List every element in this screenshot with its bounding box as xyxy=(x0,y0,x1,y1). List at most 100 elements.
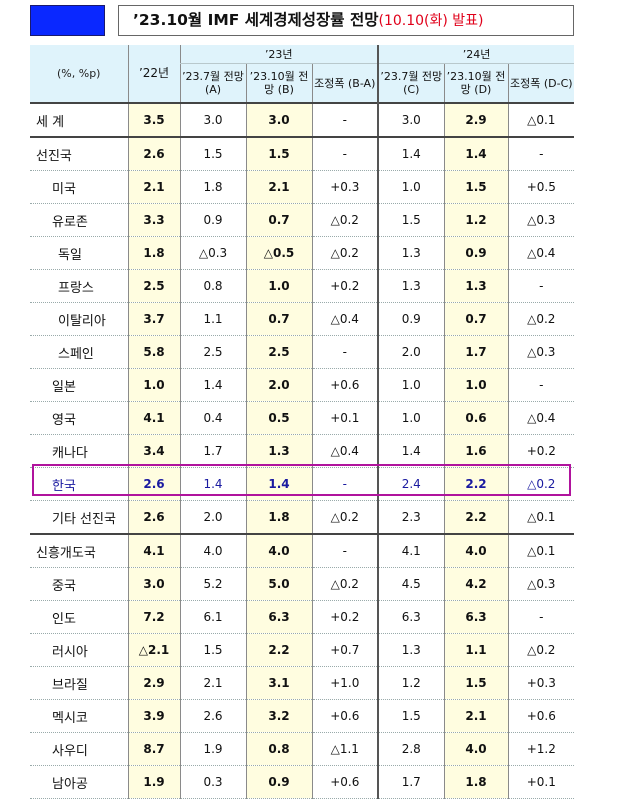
value-22: 7.2 xyxy=(127,600,180,634)
col-dc-header: 조정폭 (D-C) xyxy=(507,63,575,104)
value-22: 2.1 xyxy=(127,170,180,204)
adjust-23: △0.4 xyxy=(311,434,379,468)
adjust-24: △0.1 xyxy=(507,102,575,138)
value-24-jul: 1.3 xyxy=(377,633,445,667)
adjust-24: +0.5 xyxy=(507,170,575,204)
value-24-jul: 1.3 xyxy=(377,236,445,270)
value-24-jul: 1.7 xyxy=(377,765,445,799)
adjust-24: △0.3 xyxy=(507,335,575,369)
value-24-jul: 6.3 xyxy=(377,600,445,634)
value-24-oct: 2.9 xyxy=(443,102,509,138)
value-22: 3.3 xyxy=(127,203,180,237)
row-label: 사우디 xyxy=(30,732,128,766)
row-label: 일본 xyxy=(30,368,128,402)
value-24-jul: 1.5 xyxy=(377,699,445,733)
value-24-jul: 1.0 xyxy=(377,368,445,402)
value-23-oct: 3.1 xyxy=(245,666,312,700)
value-23-jul: 5.2 xyxy=(179,567,246,601)
value-23-jul: 1.5 xyxy=(179,137,246,171)
adjust-24: - xyxy=(507,269,575,303)
row-label: 세 계 xyxy=(30,102,128,138)
value-23-oct: 6.3 xyxy=(245,600,312,634)
table-row: 브라질 2.9 2.1 3.1 +1.0 1.2 1.5 +0.3 xyxy=(30,666,575,700)
value-22: 2.5 xyxy=(127,269,180,303)
adjust-24: - xyxy=(507,368,575,402)
adjust-24: △0.3 xyxy=(507,567,575,601)
col-b-header: ’23.10월 전망 (B) xyxy=(245,63,312,104)
table-row: 캐나다 3.4 1.7 1.3 △0.4 1.4 1.6 +0.2 xyxy=(30,434,575,468)
adjust-23: - xyxy=(311,137,379,171)
value-24-jul: 1.4 xyxy=(377,137,445,171)
value-23-jul: 6.1 xyxy=(179,600,246,634)
adjust-23: - xyxy=(311,335,379,369)
adjust-24: - xyxy=(507,600,575,634)
adjust-24: +0.3 xyxy=(507,666,575,700)
value-24-oct: 0.6 xyxy=(443,401,509,435)
value-22: 4.1 xyxy=(127,401,180,435)
adjust-23: △0.2 xyxy=(311,500,379,535)
table-row: 남아공 1.9 0.3 0.9 +0.6 1.7 1.8 +0.1 xyxy=(30,765,575,799)
value-24-jul: 1.2 xyxy=(377,666,445,700)
adjust-24: +0.2 xyxy=(507,434,575,468)
adjust-23: +0.7 xyxy=(311,633,379,667)
value-24-oct: 1.2 xyxy=(443,203,509,237)
table-row: 독일 1.8 △0.3 △0.5 △0.2 1.3 0.9 △0.4 xyxy=(30,236,575,270)
value-24-jul: 1.5 xyxy=(377,203,445,237)
value-23-oct: 0.8 xyxy=(245,732,312,766)
row-label: 프랑스 xyxy=(30,269,128,303)
value-22: 3.0 xyxy=(127,567,180,601)
adjust-23: - xyxy=(311,102,379,138)
row-label: 기타 선진국 xyxy=(30,500,128,535)
table-row: 기타 선진국 2.6 2.0 1.8 △0.2 2.3 2.2 △0.1 xyxy=(30,500,575,535)
value-24-jul: 4.1 xyxy=(377,534,445,568)
value-22: 5.8 xyxy=(127,335,180,369)
adjust-24: △0.1 xyxy=(507,500,575,535)
value-24-jul: 1.0 xyxy=(377,401,445,435)
value-22: 2.6 xyxy=(127,467,180,501)
row-label: 선진국 xyxy=(30,137,128,171)
value-23-jul: △0.3 xyxy=(179,236,246,270)
value-23-jul: 0.9 xyxy=(179,203,246,237)
value-24-jul: 1.3 xyxy=(377,269,445,303)
value-23-oct: 3.2 xyxy=(245,699,312,733)
row-label: 미국 xyxy=(30,170,128,204)
value-22: △2.1 xyxy=(127,633,180,667)
row-label: 브라질 xyxy=(30,666,128,700)
value-23-jul: 2.0 xyxy=(179,500,246,535)
row-label: 인도 xyxy=(30,600,128,634)
growth-forecast-table: (%, %p) ’22년 ’23년 ’24년 ’23.7월 전망 (A) ’23.… xyxy=(30,45,575,799)
value-22: 2.9 xyxy=(127,666,180,700)
value-23-oct: 2.0 xyxy=(245,368,312,402)
adjust-24: △0.1 xyxy=(507,534,575,568)
value-23-oct: 1.4 xyxy=(245,467,312,501)
value-24-jul: 2.8 xyxy=(377,732,445,766)
value-24-oct: 1.1 xyxy=(443,633,509,667)
value-23-jul: 1.7 xyxy=(179,434,246,468)
value-22: 2.6 xyxy=(127,137,180,171)
value-22: 3.4 xyxy=(127,434,180,468)
table-row: 영국 4.1 0.4 0.5 +0.1 1.0 0.6 △0.4 xyxy=(30,401,575,435)
value-24-jul: 2.3 xyxy=(377,500,445,535)
table-row: 신흥개도국 4.1 4.0 4.0-4.1 4.0 △0.1 xyxy=(30,534,575,568)
table-row: 일본 1.0 1.4 2.0 +0.6 1.0 1.0- xyxy=(30,368,575,402)
value-24-oct: 4.0 xyxy=(443,732,509,766)
table-row: 유로존 3.3 0.9 0.7 △0.2 1.5 1.2 △0.3 xyxy=(30,203,575,237)
value-24-jul: 1.4 xyxy=(377,434,445,468)
value-24-oct: 0.9 xyxy=(443,236,509,270)
table-row: 미국 2.1 1.8 2.1 +0.3 1.0 1.5 +0.5 xyxy=(30,170,575,204)
value-23-oct: 0.9 xyxy=(245,765,312,799)
adjust-23: +0.2 xyxy=(311,600,379,634)
value-23-oct: 3.0 xyxy=(245,102,312,138)
value-22: 1.9 xyxy=(127,765,180,799)
row-label: 스페인 xyxy=(30,335,128,369)
value-24-oct: 1.5 xyxy=(443,666,509,700)
value-24-oct: 1.3 xyxy=(443,269,509,303)
value-23-jul: 1.8 xyxy=(179,170,246,204)
adjust-23: +0.6 xyxy=(311,368,379,402)
row-label: 러시아 xyxy=(30,633,128,667)
value-23-oct: 0.7 xyxy=(245,302,312,336)
row-label: 독일 xyxy=(30,236,128,270)
page-title: ’23.10월 IMF 세계경제성장률 전망 xyxy=(133,11,379,29)
value-23-oct: 5.0 xyxy=(245,567,312,601)
row-label: 유로존 xyxy=(30,203,128,237)
